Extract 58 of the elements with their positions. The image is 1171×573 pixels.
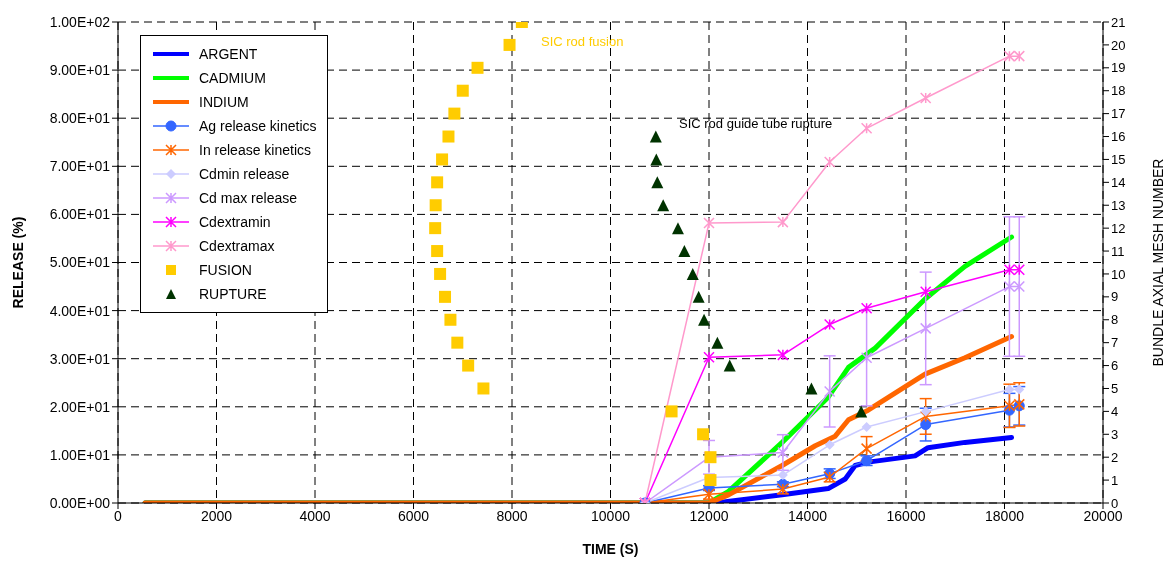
- x-tick-label: 6000: [397, 507, 430, 524]
- annotation: SIC rod fusion: [541, 34, 624, 49]
- x-tick-label: 4000: [299, 507, 331, 524]
- legend-label: FUSION: [199, 262, 252, 278]
- y2-tick-label: 18: [1111, 83, 1126, 99]
- y2-tick-label: 4: [1111, 404, 1119, 419]
- y2-tick-label: 13: [1111, 197, 1126, 213]
- legend-label: RUPTURE: [199, 286, 267, 302]
- x-tick-label: 8000: [496, 507, 528, 524]
- y2-tick-label: 20: [1111, 37, 1126, 53]
- y-axis-title: RELEASE (%): [9, 216, 26, 309]
- legend-label: INDIUM: [199, 94, 249, 110]
- y2-tick-label: 19: [1111, 60, 1126, 76]
- y-tick-label: 1.00E+02: [49, 13, 111, 30]
- x-axis-title: TIME (S): [582, 541, 639, 557]
- y-tick-label: 3.00E+01: [49, 350, 111, 367]
- legend-label: Cdmin release: [199, 166, 290, 182]
- y2-tick-label: 17: [1111, 106, 1126, 122]
- y2-tick-label: 3: [1111, 426, 1119, 442]
- annotation: SIC rod guide tube rupture: [679, 116, 833, 131]
- y-tick-label: 9.00E+01: [49, 62, 111, 79]
- y2-tick-label: 9: [1111, 289, 1119, 305]
- y2-tick-label: 12: [1111, 220, 1126, 236]
- y2-tick-label: 7: [1111, 335, 1119, 351]
- y2-tick-label: 11: [1111, 243, 1125, 259]
- y2-tick-label: 10: [1111, 266, 1126, 282]
- y2-tick-label: 2: [1111, 449, 1119, 465]
- y-tick-label: 4.00E+01: [49, 302, 111, 319]
- y-tick-label: 2.00E+01: [49, 398, 111, 415]
- y2-tick-label: 8: [1111, 312, 1119, 328]
- x-tick-label: 10000: [591, 507, 631, 524]
- y2-tick-label: 16: [1111, 129, 1126, 145]
- y2-tick-label: 6: [1111, 358, 1119, 374]
- legend-label: CADMIUM: [199, 70, 266, 86]
- legend-label: Ag release kinetics: [199, 118, 317, 134]
- y2-axis-title: BUNDLE AXIAL MESH NUMBER: [1149, 158, 1166, 367]
- legend-label: Cdextramin: [199, 214, 271, 230]
- legend-label: Cd max release: [199, 190, 298, 206]
- y-tick-label: 8.00E+01: [49, 110, 111, 127]
- x-tick-label: 12000: [689, 507, 729, 524]
- y2-tick-label: 14: [1111, 174, 1126, 190]
- legend-label: Cdextramax: [199, 238, 275, 254]
- legend-label: ARGENT: [199, 46, 258, 62]
- y2-tick-label: 1: [1111, 472, 1119, 488]
- x-tick-label: 16000: [886, 507, 926, 524]
- y2-tick-label: 5: [1111, 381, 1119, 397]
- x-tick-label: 14000: [788, 507, 828, 524]
- x-tick-label: 0: [114, 507, 123, 524]
- y2-tick-label: 21: [1111, 14, 1126, 30]
- y-tick-label: 7.00E+01: [49, 158, 111, 175]
- y-tick-label: 6.00E+01: [49, 206, 111, 223]
- legend-label: In release kinetics: [199, 142, 312, 158]
- y2-tick-label: 15: [1111, 152, 1126, 168]
- y-tick-label: 0.00E+00: [49, 494, 111, 511]
- y-tick-label: 1.00E+01: [49, 446, 111, 463]
- x-tick-label: 2000: [200, 507, 233, 524]
- x-tick-label: 18000: [985, 507, 1025, 524]
- y-tick-label: 5.00E+01: [49, 254, 111, 271]
